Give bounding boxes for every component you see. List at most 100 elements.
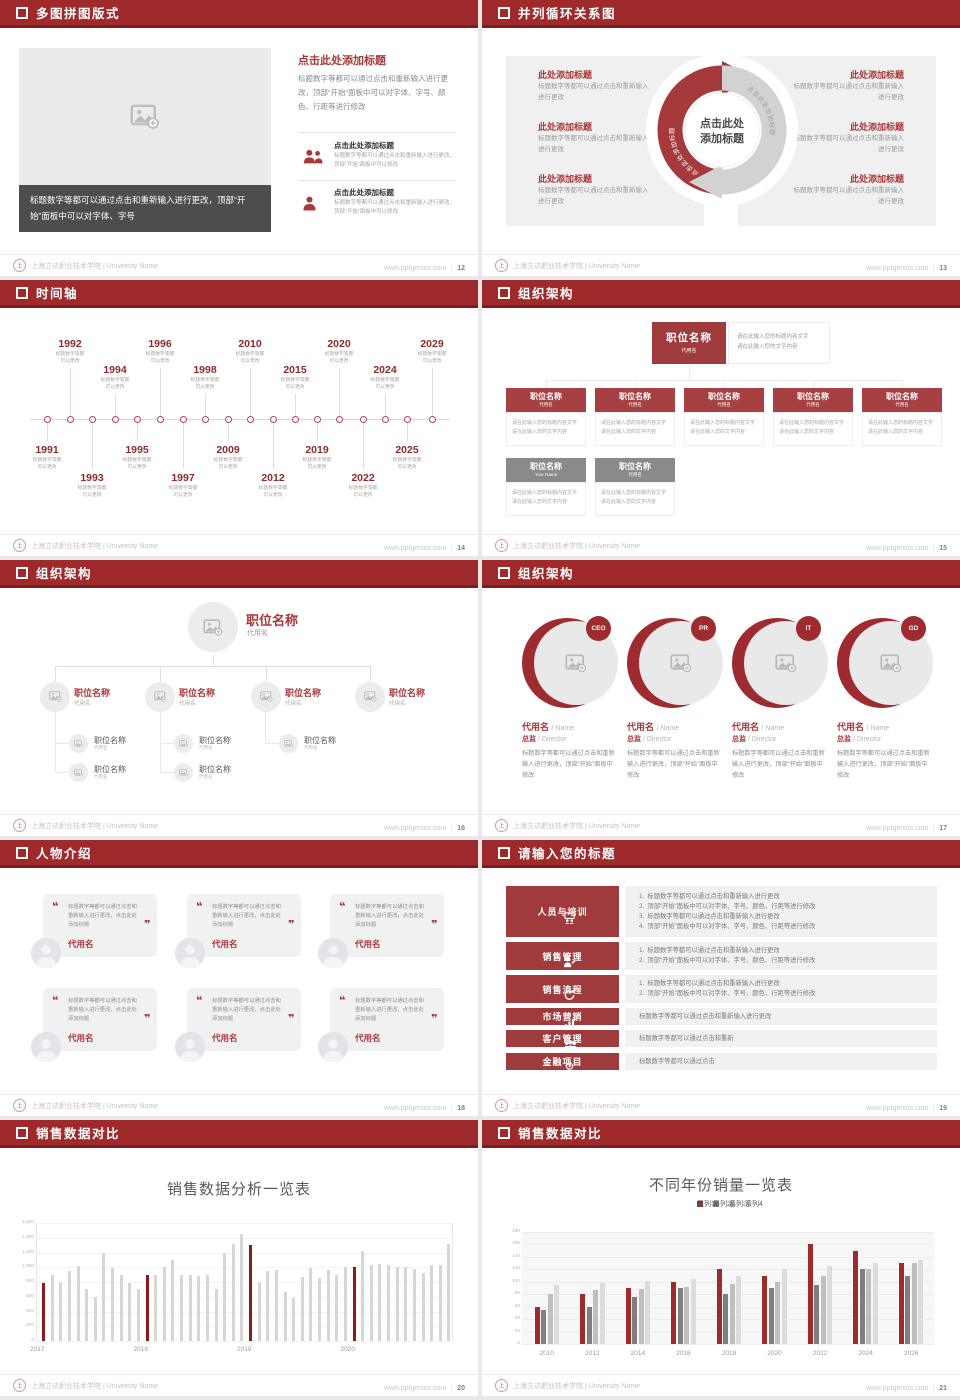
- bar-series-2: [905, 1275, 911, 1344]
- square-bullet-icon: [498, 846, 510, 859]
- open-quote-icon: ❝: [52, 901, 59, 913]
- image-placeholder-icon: [565, 654, 587, 672]
- slide-body: 职位名称 代用名 职位名称 代用名 职位名称 代用名 职位名称 代用名 职位名称 代用名 职位名称代…: [0, 588, 478, 815]
- profile-name-line: 代用名 / Name: [837, 720, 937, 733]
- timeline-caption: 标题数字等都 可以更改: [348, 486, 378, 498]
- bar: [197, 1276, 201, 1341]
- slide-thumbnail-19[interactable]: 请输入您的标题 人员与培训 1. 标题数字等都可以通过点击和重新输入进行更改 2. …: [482, 840, 960, 1116]
- category-desc-block: 1. 标题数字等都可以通过点击和重新输入进行更改 2. 顶部“开始”面板中可以对字…: [625, 942, 937, 970]
- quote-text: 标题数字等都可以通过点击和重新输入进行更改，点击此处添加标题: [212, 998, 281, 1022]
- timeline-year: 1991: [35, 444, 59, 456]
- image-placeholder-icon: [130, 104, 159, 129]
- bar: [387, 1265, 390, 1341]
- avatar-person-icon: [318, 1032, 348, 1062]
- timeline-caption: 标题数字等都 可以更改: [280, 378, 310, 390]
- image-placeholder-icon: [284, 739, 293, 748]
- slide-thumbnail-14[interactable]: 时间轴 1991 标题数字等都 可以更改 1992 标题数字等都 可以更改 1993 标题…: [0, 280, 478, 556]
- timeline-year: 1992: [58, 338, 82, 350]
- page-number: 15: [939, 544, 947, 552]
- bar-series-4: [872, 1263, 878, 1344]
- avatar: [31, 1032, 61, 1062]
- timeline-year: 1993: [80, 472, 104, 484]
- avatar: [318, 1032, 348, 1062]
- x-tick-label: 2020: [767, 1350, 782, 1357]
- org-root-desc: 请在此输入您的标题内容文字 请在此输入您的文字内容: [728, 322, 830, 364]
- slide-thumbnail-17[interactable]: 组织架构 CEO 代用名 / Name 总监 / Director 标题数字等都可以通…: [482, 560, 960, 836]
- timeline-node: [292, 416, 299, 423]
- cycle-item-text: 标题数字等都可以通过点击和重新输入进行更改: [793, 187, 905, 205]
- slide-thumbnail-16[interactable]: 组织架构 职位名称 代用名 职位名称 代用名 职位名称 代用名 职位名称 代用名 职位名称 代用名…: [0, 560, 478, 836]
- x-tick-label: 2018: [721, 1350, 737, 1357]
- category-desc-block: 标题数字等都可以通过点击和重新: [625, 1030, 937, 1047]
- timeline-year: 2024: [373, 364, 397, 376]
- bar-series-1: [671, 1281, 677, 1344]
- org-box-gray: 职位名称 Your Name: [506, 458, 586, 482]
- timeline-stem: [205, 394, 206, 416]
- square-bullet-icon: [16, 846, 28, 859]
- slide-thumbnail-13[interactable]: 并列循环关系图 此处添加标题 标题数字等都可以通过点击和重新输入进行更改 此处添加标…: [482, 0, 960, 276]
- org-child-title: 职位名称: [74, 688, 111, 698]
- org-child-title: 职位名称: [179, 688, 216, 698]
- timeline-stem: [407, 423, 408, 441]
- timeline-caption: 标题数字等都 可以更改: [145, 352, 175, 364]
- category-desc-block: 标题数字等都可以通过点击: [625, 1053, 937, 1070]
- bar-series-3: [547, 1294, 553, 1344]
- org-box-sub: Your Name: [534, 472, 558, 477]
- footer-right: www.pptgenius.com ｜ 20: [384, 1377, 465, 1395]
- bar: [240, 1234, 244, 1341]
- bar: [283, 1292, 287, 1341]
- slide-header: 组织架构: [482, 280, 960, 308]
- org-box-title: 职位名称: [530, 392, 562, 401]
- legend-swatch: [745, 1201, 751, 1207]
- y-tick-label: 140: [511, 1253, 520, 1259]
- slide-thumbnail-12[interactable]: 多图拼图版式 标题数字等都可以通过点击和重新输入进行更改，顶部“开始”面板中可以…: [0, 0, 478, 276]
- square-bullet-icon: [498, 1126, 510, 1139]
- slide-thumbnail-18[interactable]: 人物介绍 ❝ 标题数字等都可以通过点击和重新输入进行更改，点击此处添加标题 ❞ 代用名…: [0, 840, 478, 1116]
- y-grid-line: [36, 1252, 452, 1254]
- footer-left: 上上海立达职业技术学院 | University Name: [495, 819, 640, 832]
- connector: [689, 364, 690, 381]
- image-placeholder-icon: [259, 691, 272, 703]
- y-tick-label: 1,600: [21, 1220, 34, 1225]
- slide-thumbnail-21[interactable]: 销售数据对比 不同年份销量一览表 系列1 系列2 系列3 系列4 0 20 40 60 80 100…: [482, 1120, 960, 1396]
- slide-header: 请输入您的标题: [482, 840, 960, 868]
- timeline-year: 2015: [283, 364, 307, 376]
- connector: [370, 666, 371, 682]
- divider: [298, 132, 456, 133]
- desc-line: 1. 标题数字等都可以通过点击和重新输入进行更改: [639, 980, 780, 987]
- desc-line: 标题数字等都可以通过点击和重新输入进行更改: [639, 1012, 772, 1020]
- timeline-stem: [47, 423, 48, 441]
- desc-line: 1. 标题数字等都可以通过点击和重新输入进行更改: [639, 892, 780, 900]
- org-sub-sub: 代用名: [199, 774, 213, 779]
- timeline-node: [336, 416, 343, 423]
- profile-badge: GD: [901, 616, 926, 641]
- timeline-caption: 标题数字等都 可以更改: [417, 352, 447, 364]
- image-placeholder-icon: [670, 654, 692, 672]
- slide-title: 组织架构: [518, 287, 575, 301]
- timeline-node: [157, 416, 164, 423]
- university-logo: 上: [495, 1379, 508, 1392]
- bar: [128, 1283, 132, 1341]
- footer-left: 上上海立达职业技术学院 | University Name: [13, 1379, 158, 1392]
- website-url: www.pptgenius.com: [866, 824, 929, 832]
- person-icon: [303, 196, 316, 211]
- y-tick-label: 180: [511, 1229, 520, 1234]
- square-bullet-icon: [16, 1126, 28, 1139]
- image-placeholder-icon: [880, 654, 902, 672]
- image-placeholder-icon: [775, 654, 797, 672]
- person-name: 代用名: [212, 1033, 238, 1043]
- profile-role-line: 总监 / Director: [627, 734, 727, 744]
- square-bullet-icon: [498, 6, 510, 19]
- connector: [55, 712, 56, 773]
- connector: [265, 712, 266, 744]
- org-box: 职位名称 代用名: [773, 388, 853, 412]
- slide-thumbnail-20[interactable]: 销售数据对比 销售数据分析一览表 0 200 400 600 800 1,000 1,200 1…: [0, 1120, 478, 1396]
- y-tick-label: 400: [25, 1308, 34, 1314]
- slide-thumbnail-15[interactable]: 组织架构 职位名称 代用名 请在此输入您的标题内容文字 请在此输入您的文字内容职位名…: [482, 280, 960, 556]
- x-tick-label: 2020: [340, 1346, 355, 1353]
- bar-highlight: [249, 1245, 252, 1341]
- university-logo: 上: [13, 1379, 26, 1392]
- category-desc-block: 1. 标题数字等都可以通过点击和重新输入进行更改 2. 顶部“开始”面板中可以对字…: [625, 886, 937, 937]
- bar-highlight: [145, 1275, 149, 1341]
- timeline-year: 1995: [125, 444, 149, 456]
